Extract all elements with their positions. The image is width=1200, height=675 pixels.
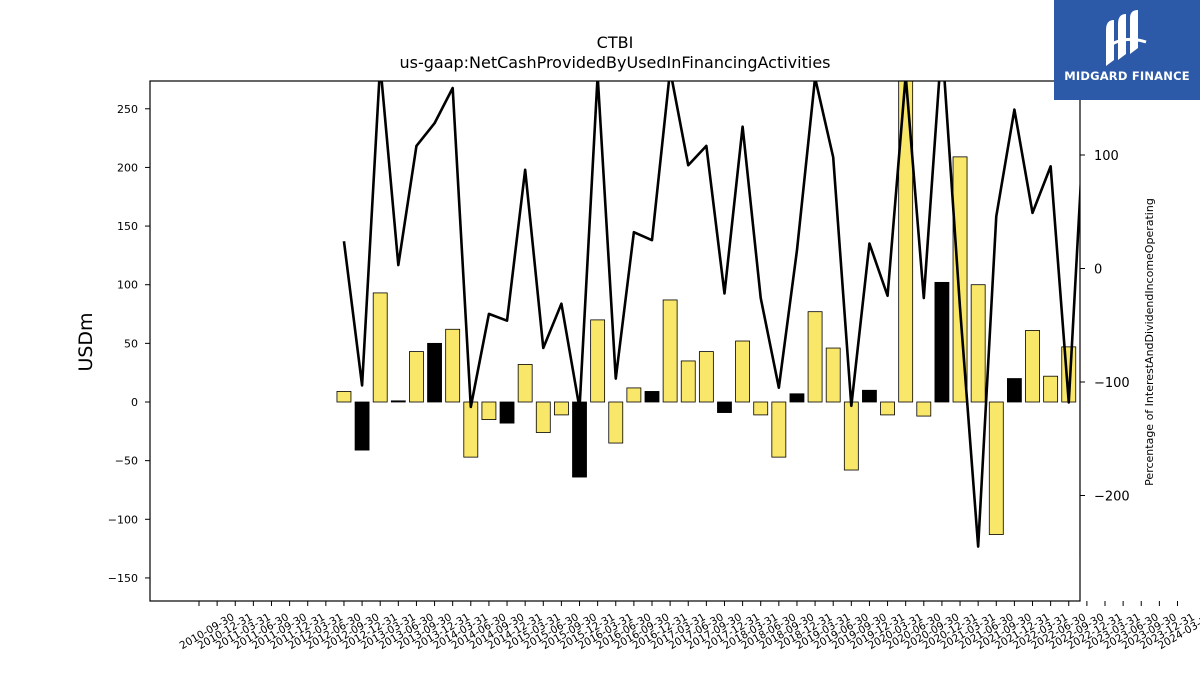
y-axis-label: USDm — [75, 312, 97, 371]
bar — [789, 393, 805, 403]
y2-tick-label: −100 — [1094, 376, 1130, 391]
bar — [608, 401, 624, 444]
bar — [481, 401, 497, 420]
y2-axis-label: Percentage of InterestAndDividendIncomeO… — [1143, 198, 1156, 486]
bar — [717, 401, 732, 413]
bar — [1025, 330, 1040, 403]
bar — [1116, 402, 1130, 418]
y2-tick-label: 0 — [1094, 263, 1102, 278]
bar — [445, 328, 461, 403]
bar — [427, 342, 442, 403]
bar — [354, 401, 370, 451]
bar — [372, 292, 388, 403]
bar — [1043, 375, 1059, 403]
bar — [880, 401, 895, 416]
axes: −150−100−50050100150200250−200−100010020… — [108, 103, 1200, 652]
y-tick-label: 0 — [131, 396, 138, 409]
y-tick-label: −50 — [115, 455, 138, 468]
y-tick-label: −150 — [108, 572, 138, 585]
bar — [735, 340, 750, 403]
y-tick-label: −100 — [108, 513, 138, 526]
bar — [409, 351, 424, 403]
bar — [898, 81, 914, 403]
bar — [771, 401, 787, 458]
line-series — [342, 81, 1080, 548]
bar — [1170, 330, 1184, 402]
plot-area — [149, 80, 1081, 602]
bar — [916, 401, 932, 417]
bar — [572, 401, 587, 478]
midgard-logo-icon — [1106, 10, 1147, 66]
y-tick-label: 200 — [117, 161, 138, 174]
y2-tick-label: −200 — [1094, 490, 1130, 505]
bar — [626, 387, 642, 403]
bar — [807, 311, 823, 403]
bar — [1007, 378, 1022, 403]
bar — [463, 401, 479, 458]
chart-title: CTBI — [597, 33, 634, 52]
bar — [843, 401, 859, 471]
bar — [934, 281, 950, 403]
brand-logo: MIDGARD FINANCE — [1054, 0, 1200, 100]
bars — [336, 81, 1184, 557]
bar — [970, 284, 986, 403]
bar — [644, 391, 660, 403]
bar — [499, 401, 515, 424]
bar — [390, 400, 406, 403]
y-tick-label: 250 — [117, 103, 138, 116]
y-tick-label: 100 — [117, 279, 138, 292]
bar — [862, 389, 877, 403]
bar — [680, 360, 696, 403]
bar — [988, 401, 1004, 535]
bar — [698, 351, 714, 403]
chart-subtitle: us-gaap:NetCashProvidedByUsedInFinancing… — [399, 53, 830, 72]
bar — [662, 299, 678, 403]
bar — [590, 319, 606, 403]
y-tick-label: 50 — [124, 337, 138, 350]
y-tick-label: 150 — [117, 220, 138, 233]
bar — [825, 347, 841, 403]
brand-name: MIDGARD FINANCE — [1064, 69, 1190, 83]
line-path — [342, 81, 1080, 548]
bar — [517, 364, 533, 403]
y2-tick-label: 100 — [1094, 149, 1119, 164]
bar — [336, 391, 352, 403]
bar — [535, 401, 551, 433]
bar — [1079, 401, 1080, 557]
bar — [753, 401, 769, 416]
bar — [554, 401, 569, 416]
